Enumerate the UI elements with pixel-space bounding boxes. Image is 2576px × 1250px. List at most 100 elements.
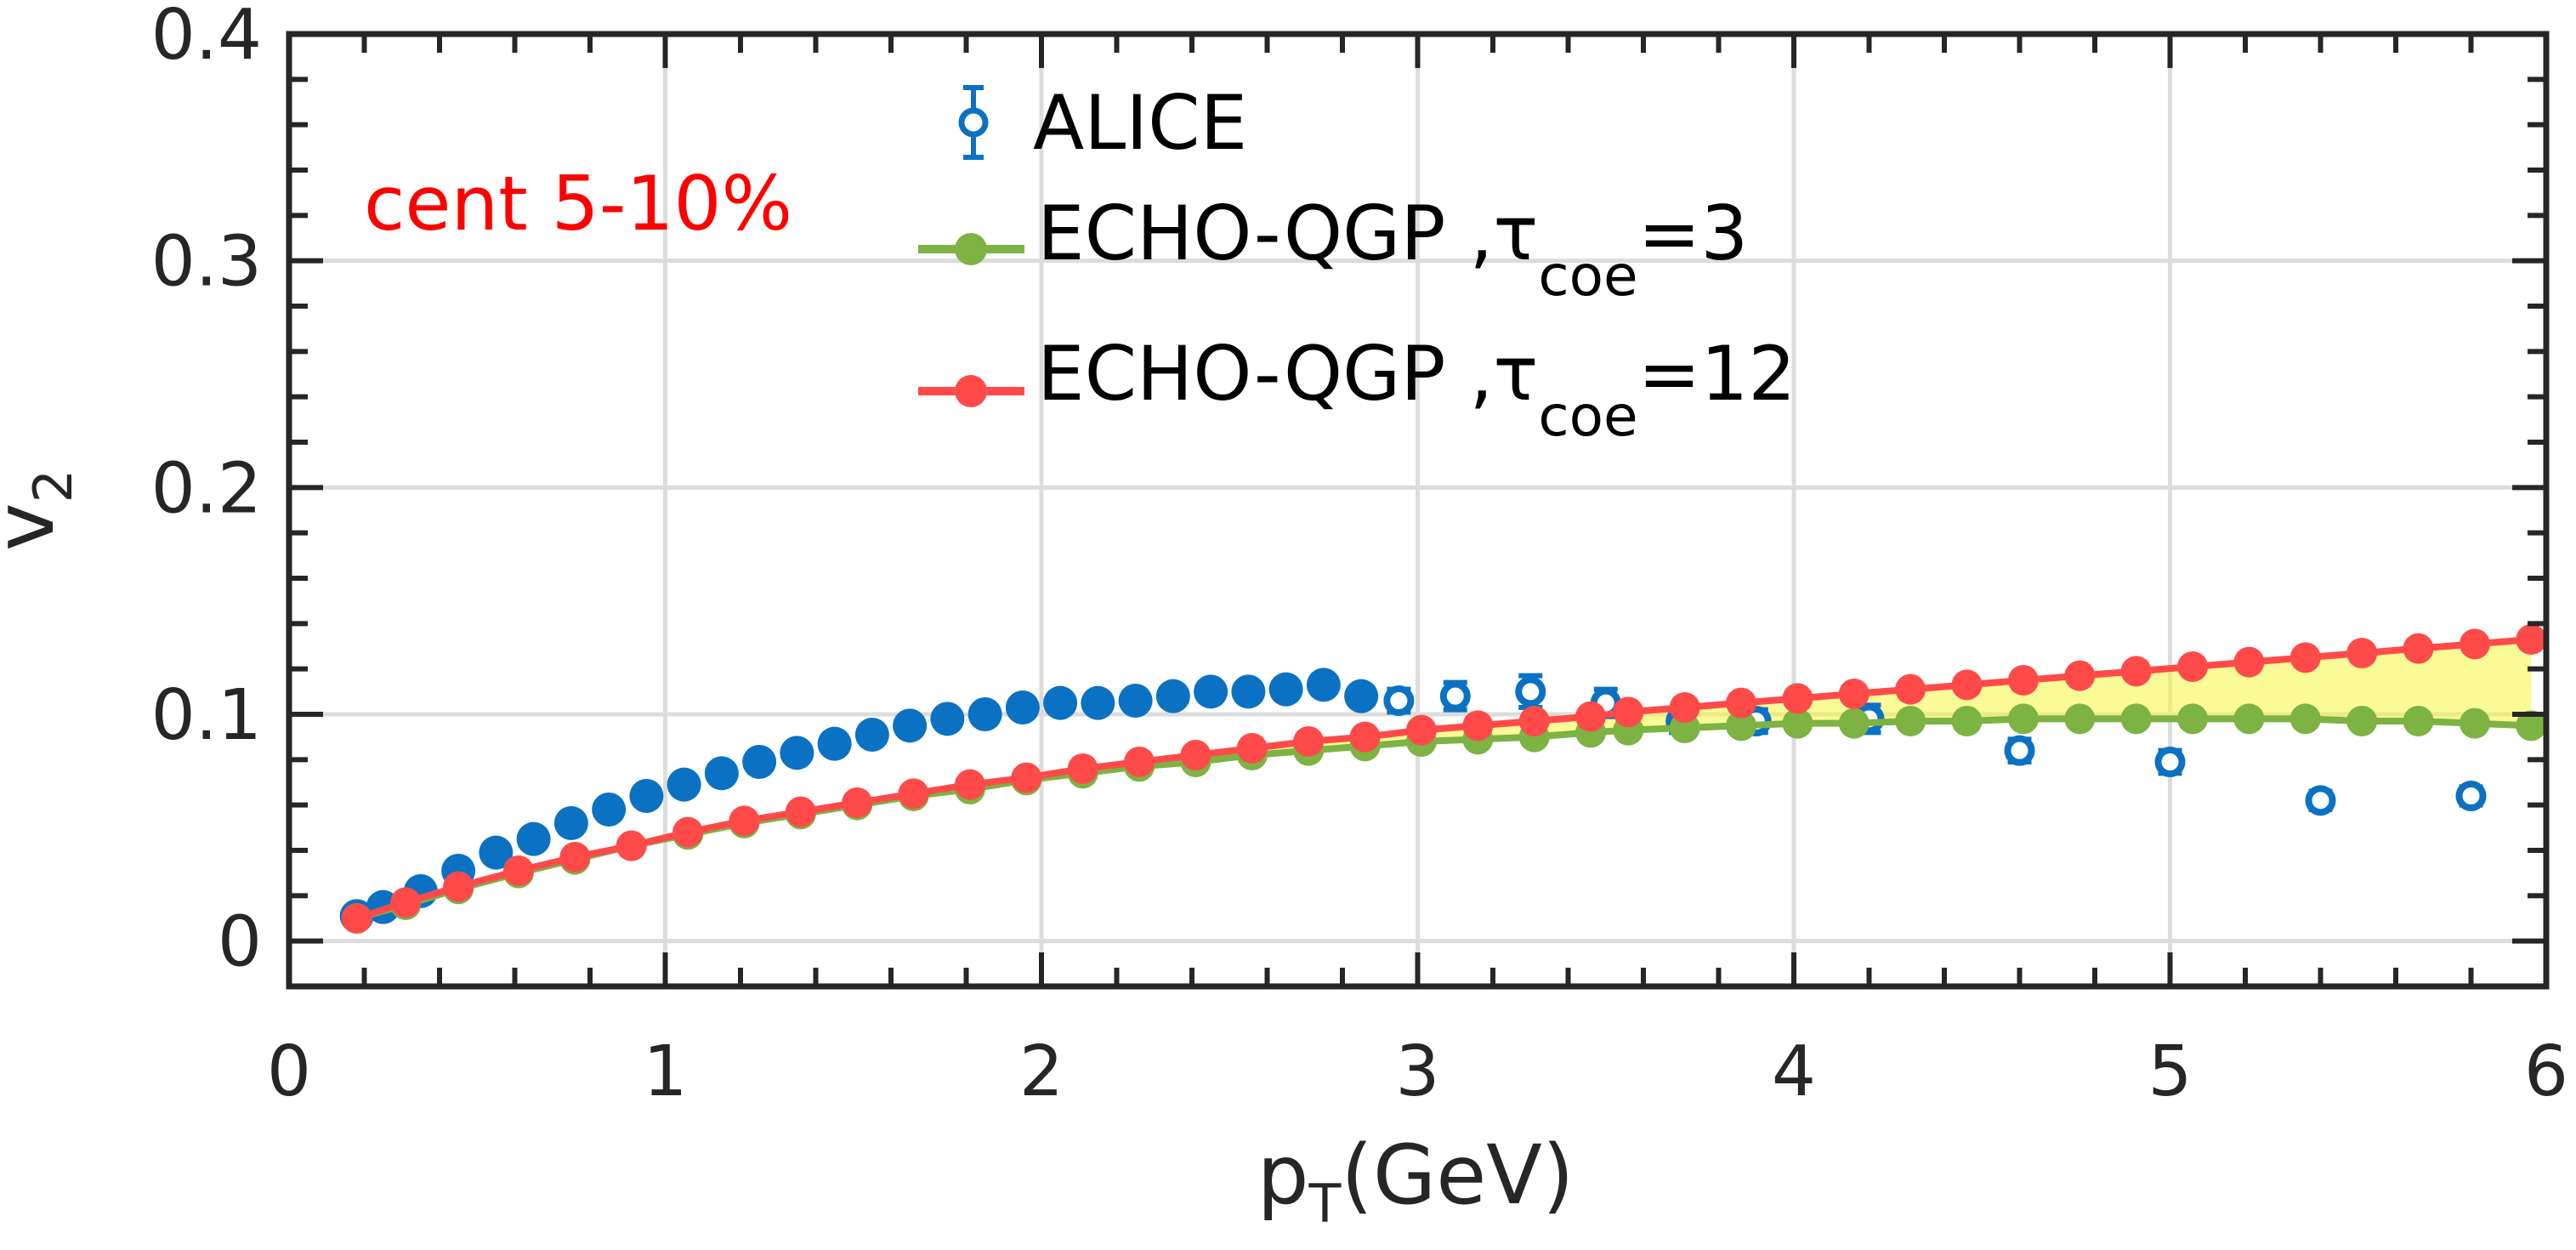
echo-2-marker-4	[559, 842, 591, 872]
echo-2-marker-27	[1838, 679, 1870, 709]
x-axis-title-main: p	[1257, 1128, 1309, 1223]
echo-2-marker-35	[2289, 642, 2321, 673]
alice-marker-21	[1118, 684, 1153, 718]
echo-2-marker-33	[2177, 651, 2209, 682]
echo-2-marker-34	[2233, 646, 2265, 678]
x-axis-title: pT(GeV)	[1257, 1128, 1575, 1235]
x-tick-label-3: 3	[1395, 1031, 1439, 1112]
echo-2-marker-2	[443, 871, 474, 902]
x-tick-label-1: 1	[643, 1031, 687, 1112]
alice-point-21	[1118, 684, 1153, 718]
alice-marker-18	[1005, 690, 1040, 724]
echo-1-marker-25	[1726, 710, 1757, 741]
alice-marker-25	[1268, 672, 1303, 707]
legend-marker-echo-tau12	[918, 375, 1024, 407]
legend-entry-alice: ALICE	[958, 79, 1247, 167]
alice-point-9	[667, 767, 701, 802]
legend-label-echo-tau3-sub: coe	[1538, 243, 1637, 309]
legend-label-echo-tau12-main: ECHO-QGP ,τ	[1037, 330, 1538, 418]
legend-label-echo-tau3-suffix: =3	[1638, 190, 1749, 277]
legend-label-echo-tau3: ECHO-QGP ,τcoe=3	[1037, 190, 1748, 309]
alice-marker-36	[2154, 747, 2186, 777]
alice-point-14	[854, 718, 889, 752]
alice-point-19	[1043, 685, 1078, 720]
alice-point-20	[1081, 685, 1115, 720]
echo-2-marker-15	[1180, 740, 1211, 770]
x-tick-label-4: 4	[1772, 1031, 1816, 1112]
alice-marker-16	[930, 702, 965, 736]
x-tick-label-2: 2	[1019, 1031, 1064, 1112]
legend: ALICE ECHO-QGP ,τcoe=3 ECHO-QGP ,τcoe=12	[918, 79, 1796, 449]
alice-point-17	[967, 697, 1002, 731]
echo-2-marker-10	[898, 778, 929, 810]
alice-marker-13	[817, 726, 852, 761]
echo-2-marker-20	[1462, 710, 1494, 741]
uncertainty-band	[356, 639, 2532, 918]
alice-marker-19	[1043, 685, 1078, 720]
ticks	[287, 31, 2549, 986]
echo-2-marker-1	[390, 887, 422, 918]
x-axis-title-suffix: (GeV)	[1341, 1128, 1574, 1223]
echo-1-marker-31	[2064, 703, 2096, 735]
alice-point-8	[629, 779, 664, 813]
echo-1-marker-39	[2516, 710, 2547, 741]
y-tick-label-1: 0.1	[151, 675, 262, 756]
legend-entry-echo-tau12: ECHO-QGP ,τcoe=12	[918, 330, 1796, 449]
alice-marker-10	[704, 756, 739, 791]
alice-point-27	[1344, 679, 1379, 713]
series-layer	[339, 624, 2547, 934]
alice-marker-38	[2455, 781, 2487, 811]
alice-point-25	[1268, 672, 1303, 707]
x-tick-label-0: 0	[267, 1031, 311, 1112]
alice-marker-37	[2305, 785, 2336, 816]
alice-marker-8	[629, 779, 664, 813]
alice-point-29	[1439, 679, 1471, 713]
alice-point-28	[1383, 685, 1415, 716]
alice-point-38	[2455, 781, 2487, 811]
legend-marker-alice	[958, 85, 989, 160]
echo-2-marker-25	[1726, 687, 1757, 719]
echo-2-marker-17	[1293, 726, 1325, 757]
alice-marker-14	[854, 718, 889, 752]
y-axis-title: v2	[0, 469, 84, 551]
echo-1-marker-37	[2403, 706, 2434, 736]
echo-2-marker-7	[729, 805, 760, 837]
legend-marker-echo-tau3	[918, 233, 1024, 265]
y-tick-label-0: 0	[218, 902, 262, 983]
alice-point-16	[930, 702, 965, 736]
alice-marker-26	[1306, 668, 1341, 702]
legend-label-echo-tau12-suffix: =12	[1638, 330, 1796, 418]
echo-2-marker-3	[502, 855, 534, 886]
echo-2-marker-0	[341, 903, 372, 934]
legend-label-echo-tau12: ECHO-QGP ,τcoe=12	[1037, 330, 1796, 449]
echo-line-2	[355, 636, 2532, 922]
y-tick-label-3: 0.3	[151, 222, 262, 303]
alice-point-35	[2004, 735, 2035, 766]
alice-marker-15	[893, 708, 928, 743]
legend-label-echo-tau12-sub: coe	[1538, 384, 1637, 449]
echo-2-marker-30	[2007, 665, 2039, 696]
x-tick-label-5: 5	[2148, 1031, 2192, 1112]
alice-point-36	[2154, 747, 2186, 777]
alice-point-37	[2305, 785, 2336, 816]
echo-2-marker-28	[1895, 673, 1926, 705]
alice-point-4	[479, 835, 513, 870]
alice-marker-11	[742, 745, 777, 779]
centrality-annotation: cent 5-10%	[364, 160, 792, 247]
echo-1-marker-33	[2177, 703, 2209, 735]
echo-2-marker-26	[1782, 683, 1813, 714]
alice-point-26	[1306, 668, 1341, 702]
echo-2-marker-37	[2403, 633, 2434, 664]
alice-marker-23	[1194, 674, 1228, 709]
alice-marker-17	[967, 697, 1002, 731]
y-axis-title-main: v	[0, 503, 72, 551]
echo-1-marker-34	[2233, 703, 2265, 735]
alice-marker-27	[1344, 679, 1379, 713]
band-area	[356, 639, 2532, 918]
y-axis-title-sub: 2	[22, 469, 84, 503]
legend-entry-echo-tau3: ECHO-QGP ,τcoe=3	[918, 190, 1748, 309]
echo-2-marker-11	[954, 769, 985, 800]
echo-1-marker-38	[2459, 707, 2490, 739]
alice-point-7	[592, 793, 627, 827]
